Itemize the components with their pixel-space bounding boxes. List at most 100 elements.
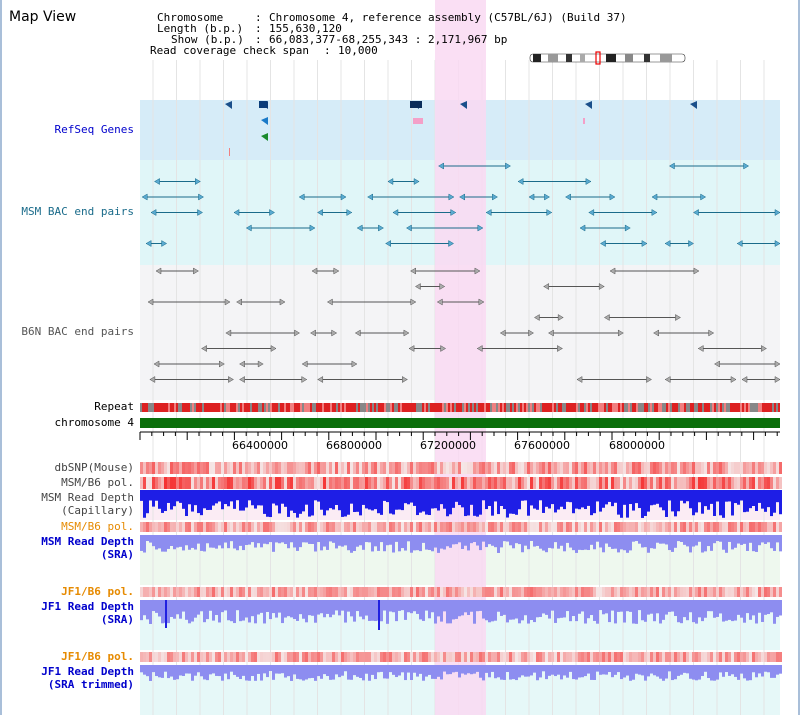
- snp-density-cell: [767, 652, 770, 662]
- snp-density-cell: [530, 462, 533, 474]
- snp-density-cell: [440, 587, 443, 597]
- track-label-jf1-depth-trimmed[interactable]: JF1 Read Depth: [41, 665, 134, 678]
- track-label-dbsnp[interactable]: dbSNP(Mouse): [54, 461, 134, 474]
- read-depth-bar: [452, 665, 455, 673]
- repeat-block: [234, 403, 236, 412]
- read-depth-bar: [755, 490, 758, 511]
- snp-density-cell: [779, 462, 782, 474]
- repeat-block: [158, 403, 160, 412]
- snp-density-cell: [584, 652, 587, 662]
- snp-density-cell: [488, 522, 491, 532]
- track-label-b6n-bac[interactable]: B6N BAC end pairs: [21, 325, 134, 338]
- snp-density-cell: [335, 652, 338, 662]
- snp-density-cell: [617, 522, 620, 532]
- read-depth-bar: [167, 665, 170, 679]
- read-depth-bar: [443, 490, 446, 509]
- track-label-msm-depth-sra[interactable]: MSM Read Depth: [41, 535, 134, 548]
- snp-density-cell: [305, 652, 308, 662]
- track-label-chromosome[interactable]: chromosome 4: [54, 416, 134, 429]
- track-label-repeat[interactable]: Repeat: [94, 400, 134, 413]
- snp-density-cell: [341, 587, 344, 597]
- snp-density-cell: [347, 522, 350, 532]
- track-label-jf1-b6-pol[interactable]: JF1/B6 pol.: [61, 585, 134, 598]
- snp-density-cell: [434, 462, 437, 474]
- bac-end-marker: [708, 329, 715, 337]
- bac-end-marker: [193, 267, 199, 275]
- read-depth-bar: [734, 490, 737, 504]
- snp-density-cell: [296, 652, 299, 662]
- read-depth-bar: [593, 490, 596, 514]
- repeat-block: [194, 403, 196, 412]
- gene-mark: [261, 133, 268, 141]
- read-depth-bar: [179, 665, 182, 676]
- read-depth-bar: [749, 535, 752, 543]
- read-depth-bar: [617, 600, 620, 612]
- repeat-block: [566, 403, 568, 412]
- read-depth-bar: [191, 600, 194, 622]
- snp-density-cell: [617, 652, 620, 662]
- read-depth-bar: [395, 600, 398, 622]
- track-label-msm-depth-capillary[interactable]: MSM Read Depth: [41, 491, 134, 504]
- read-depth-bar: [497, 665, 500, 678]
- repeat-block: [674, 403, 676, 412]
- read-depth-bar: [698, 535, 701, 542]
- snp-density-cell: [638, 522, 641, 532]
- read-depth-bar: [734, 600, 737, 621]
- snp-density-cell: [452, 587, 455, 597]
- snp-density-cell: [599, 652, 602, 662]
- bac-end-marker: [548, 329, 554, 337]
- snp-density-cell: [329, 462, 332, 474]
- snp-density-cell: [446, 587, 449, 597]
- read-depth-bar: [644, 600, 647, 622]
- read-depth-bar: [470, 665, 473, 675]
- repeat-block: [412, 403, 414, 412]
- snp-density-cell: [431, 477, 434, 489]
- track-label-msm-b6-pol[interactable]: MSM/B6 pol.: [61, 476, 134, 489]
- read-depth-bar: [143, 600, 146, 616]
- read-depth-bar: [197, 490, 200, 514]
- snp-density-cell: [203, 462, 206, 474]
- read-depth-bar: [677, 600, 680, 623]
- snp-density-cell: [353, 477, 356, 489]
- snp-density-cell: [365, 587, 368, 597]
- read-depth-bar: [359, 490, 362, 516]
- snp-density-cell: [563, 522, 566, 532]
- read-depth-bar: [758, 535, 761, 546]
- snp-density-cell: [740, 587, 743, 597]
- read-depth-bar: [332, 490, 335, 510]
- track-label-msm-bac[interactable]: MSM BAC end pairs: [21, 205, 134, 218]
- read-depth-bar: [743, 665, 746, 679]
- read-depth-bar: [296, 600, 299, 621]
- bac-end-marker: [499, 329, 506, 337]
- snp-density-cell: [146, 477, 149, 489]
- snp-density-cell: [353, 522, 356, 532]
- snp-density-cell: [401, 477, 404, 489]
- read-depth-bar: [641, 600, 644, 621]
- snp-density-cell: [209, 652, 212, 662]
- snp-density-cell: [695, 462, 698, 474]
- read-depth-bar: [713, 490, 716, 516]
- track-label-refseq[interactable]: RefSeq Genes: [54, 123, 134, 136]
- track-label-msm-b6-pol-sra[interactable]: MSM/B6 pol.: [61, 520, 134, 533]
- repeat-block: [302, 403, 304, 412]
- bac-end-marker: [155, 267, 162, 275]
- snp-density-cell: [338, 652, 341, 662]
- read-depth-bar: [383, 665, 386, 679]
- snp-density-cell: [674, 652, 677, 662]
- track-label-jf1-depth-sra[interactable]: JF1 Read Depth: [41, 600, 134, 613]
- snp-density-cell: [737, 462, 740, 474]
- bac-end-marker: [505, 162, 511, 170]
- snp-density-cell: [239, 522, 242, 532]
- track-label-jf1-b6-pol-2[interactable]: JF1/B6 pol.: [61, 650, 134, 663]
- read-depth-bar: [239, 600, 242, 622]
- snp-density-cell: [311, 477, 314, 489]
- read-depth-bar: [608, 665, 611, 673]
- read-depth-bar: [653, 665, 656, 676]
- repeat-block: [192, 403, 194, 412]
- read-depth-bar: [512, 535, 515, 549]
- snp-density-cell: [422, 652, 425, 662]
- chromosome-bar: [140, 418, 780, 428]
- read-depth-bar: [719, 490, 722, 516]
